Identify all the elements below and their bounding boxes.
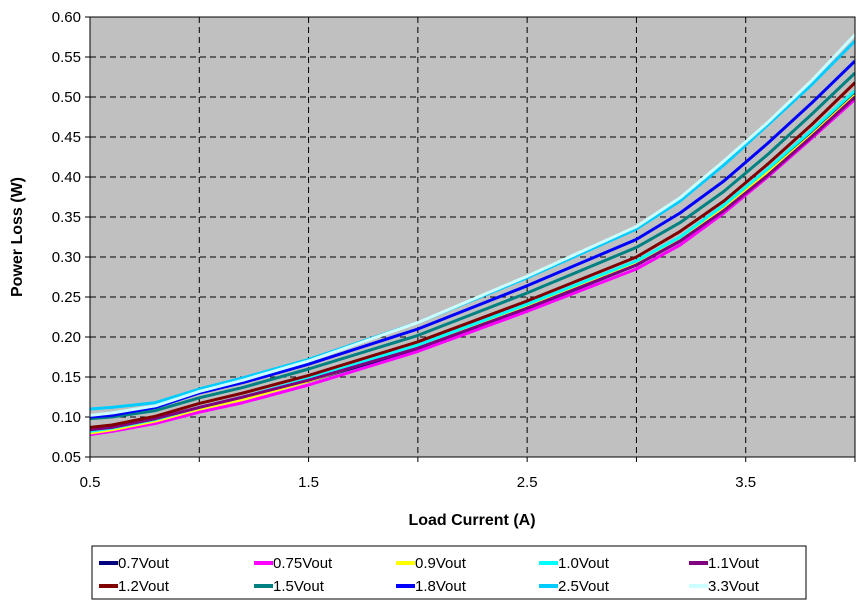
x-axis-title: Load Current (A): [408, 512, 535, 529]
x-tick-label: 1.5: [298, 474, 319, 491]
y-tick-label: 0.55: [52, 49, 81, 66]
y-tick-label: 0.25: [52, 289, 81, 306]
series-line-1.2Vout: [90, 81, 855, 429]
y-tick-label: 0.45: [52, 129, 81, 146]
y-tick-label: 0.35: [52, 209, 81, 226]
legend-label-1.2Vout: 1.2Vout: [118, 578, 170, 595]
y-tick-label: 0.30: [52, 249, 81, 266]
y-axis-title: Power Loss (W): [9, 177, 26, 297]
legend-label-1.8Vout: 1.8Vout: [415, 578, 467, 595]
y-tick-label: 0.60: [52, 9, 81, 26]
series-line-3.3Vout: [90, 33, 855, 417]
y-tick-label: 0.15: [52, 369, 81, 386]
legend-label-0.75Vout: 0.75Vout: [273, 555, 333, 572]
x-tick-label: 0.5: [80, 474, 101, 491]
y-tick-label: 0.50: [52, 89, 81, 106]
x-tick-label: 2.5: [517, 474, 538, 491]
legend: 0.7Vout 0.75Vout 0.9Vout 1.0Vout 1.1Vout 1.2V…: [91, 545, 807, 600]
series-line-0.9Vout: [90, 94, 855, 435]
legend-label-1.0Vout: 1.0Vout: [558, 555, 610, 572]
series-lines: [90, 33, 855, 437]
series-line-1.8Vout: [90, 59, 855, 419]
legend-label-0.9Vout: 0.9Vout: [415, 555, 467, 572]
series-line-1.5Vout: [90, 71, 855, 421]
legend-label-3.3Vout: 3.3Vout: [708, 578, 760, 595]
y-axis-ticks: 0.05 0.10 0.15 0.20 0.25 0.30 0.35 0.40 0.45 0.50…: [52, 9, 90, 466]
y-tick-label: 0.40: [52, 169, 81, 186]
legend-label-1.1Vout: 1.1Vout: [708, 555, 760, 572]
y-tick-label: 0.10: [52, 409, 81, 426]
legend-label-1.5Vout: 1.5Vout: [273, 578, 325, 595]
legend-label-2.5Vout: 2.5Vout: [558, 578, 610, 595]
legend-label-0.7Vout: 0.7Vout: [118, 555, 170, 572]
y-tick-label: 0.20: [52, 329, 81, 346]
grid-lines: [90, 17, 855, 457]
y-tick-label: 0.05: [52, 449, 81, 466]
series-line-1.1Vout: [90, 95, 855, 432]
legend-box: [91, 545, 807, 600]
plot-border: [89, 16, 856, 458]
x-axis-ticks: 0.5 1.5 2.5 3.5: [80, 457, 856, 491]
x-tick-label: 3.5: [735, 474, 756, 491]
